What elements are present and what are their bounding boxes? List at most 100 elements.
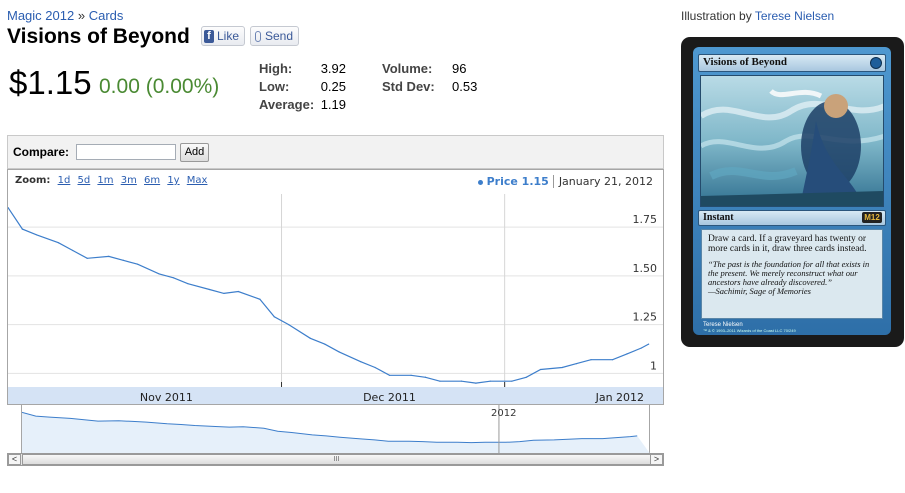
price-point [158, 273, 160, 275]
price-point [626, 353, 628, 355]
price-point [475, 382, 477, 384]
navigator-scrollbar[interactable]: < III > [7, 453, 664, 466]
compare-input[interactable] [76, 144, 176, 160]
price-point [640, 347, 643, 349]
price-point [309, 337, 311, 339]
price-point [576, 363, 578, 365]
price-point [8, 207, 9, 209]
artist-link[interactable]: Terese Nielsen [754, 9, 835, 23]
y-tick-label: 1 [650, 359, 657, 372]
zoom-6m[interactable]: 6m [144, 175, 161, 186]
card-frame: Visions of Beyond [693, 47, 891, 335]
y-tick-label: 1.25 [633, 311, 658, 324]
send-label: Send [264, 29, 293, 43]
high-value: 3.92 [320, 61, 346, 76]
price-point [388, 374, 391, 376]
card-rules-text: Draw a card. If a graveyard has twenty o… [708, 234, 867, 254]
main-chart[interactable]: Zoom: 1d 5d 1m 3m 6m 1y Max Price 1.15 Ja… [7, 169, 664, 405]
compare-label: Compare: [13, 145, 70, 159]
price-point [374, 366, 376, 369]
price-change: 0.00 (0.00%) [99, 75, 220, 98]
card-artwork [700, 75, 884, 207]
x-tick-label: Dec 2011 [363, 391, 416, 404]
price-series-line [8, 207, 649, 384]
average-label: Average: [259, 97, 315, 112]
illustration-prefix: Illustration by [681, 9, 752, 23]
price-point [136, 263, 139, 265]
stats-left: High: 3.92 Low: 0.25 Average: 1.19 [259, 60, 346, 114]
facebook-send-button[interactable]: Send [250, 26, 299, 46]
current-price: $1.15 [9, 64, 92, 101]
navigator-line [22, 411, 638, 444]
price-point [324, 343, 326, 345]
facebook-like-button[interactable]: f Like [201, 26, 245, 46]
price-point [338, 351, 340, 353]
card-typebar: Instant M12 [698, 210, 886, 226]
price-point [86, 257, 88, 259]
breadcrumb-section-link[interactable]: Cards [88, 8, 124, 23]
price-point [424, 376, 427, 378]
x-tick-label: Nov 2011 [140, 391, 193, 404]
price-point [612, 359, 614, 361]
zoom-max[interactable]: Max [186, 175, 208, 186]
x-tick-label: Jan 2012 [595, 391, 644, 404]
zoom-3m[interactable]: 3m [120, 175, 137, 186]
card-textbox: Draw a card. If a graveyard has twenty o… [701, 229, 883, 319]
price-point [410, 374, 412, 376]
card-image-type: Instant [703, 212, 734, 223]
breadcrumb: Magic 2012 » Cards [7, 8, 123, 23]
zoom-controls: Zoom: 1d 5d 1m 3m 6m 1y Max [15, 175, 207, 186]
blue-mana-icon [870, 57, 882, 69]
price-point [122, 259, 124, 261]
scroll-right-arrow-icon[interactable]: > [650, 454, 663, 465]
card-image: Visions of Beyond [681, 37, 904, 347]
zoom-1d[interactable]: 1d [57, 175, 71, 186]
average-value: 1.19 [320, 97, 346, 112]
price-point [36, 234, 38, 236]
x-axis-band [8, 387, 663, 404]
zoom-1y[interactable]: 1y [167, 175, 180, 186]
low-value: 0.25 [320, 79, 346, 94]
y-tick-label: 1.50 [633, 262, 658, 275]
price-point [57, 242, 59, 244]
price-point [237, 290, 239, 293]
high-label: High: [259, 61, 293, 76]
breadcrumb-set-link[interactable]: Magic 2012 [7, 8, 75, 23]
navigator-area [22, 412, 651, 455]
price-point [511, 380, 513, 382]
scroll-thumb[interactable]: III [22, 454, 651, 465]
price-point [648, 343, 650, 345]
navigator-year-label: 2012 [491, 408, 517, 419]
price-point [172, 277, 175, 279]
compare-add-button[interactable]: Add [180, 143, 209, 162]
zoom-1m[interactable]: 1m [97, 175, 114, 186]
compare-bar: Compare: Add [7, 135, 664, 169]
card-flavor-attrib: —Sachimir, Sage of Memories [708, 286, 811, 296]
page-title: Visions of Beyond [7, 25, 190, 48]
price-point [187, 283, 189, 285]
price-point [525, 376, 527, 378]
stats-right: Volume: 96 Std Dev: 0.53 [382, 60, 477, 96]
volume-label: Volume: [382, 61, 433, 76]
legend-series: Price 1.15 [486, 175, 549, 188]
price-point [288, 324, 290, 326]
price-point [21, 228, 23, 230]
price-point [259, 298, 261, 300]
price-point [590, 359, 592, 361]
price-point [489, 380, 491, 382]
chart-legend: Price 1.15 January 21, 2012 [477, 175, 653, 188]
price-point [208, 288, 211, 291]
low-label: Low: [259, 79, 290, 94]
price-line-chart: 1 1.25 1.50 1.75 Nov 2011 Dec 2011 Jan 2012 [8, 194, 663, 404]
card-image-legal: ™ & © 1993–2011 Wizards of the Coast LLC… [703, 328, 796, 333]
price-point [223, 292, 225, 295]
price-point [273, 316, 275, 318]
like-label: Like [216, 29, 239, 43]
set-symbol-icon: M12 [862, 212, 882, 223]
price-point [360, 361, 362, 363]
zoom-5d[interactable]: 5d [77, 175, 91, 186]
navigator-chart[interactable]: 2012 [21, 405, 651, 455]
series-dot-icon [477, 179, 483, 185]
navigator-svg [22, 405, 651, 455]
scroll-left-arrow-icon[interactable]: < [8, 454, 21, 465]
